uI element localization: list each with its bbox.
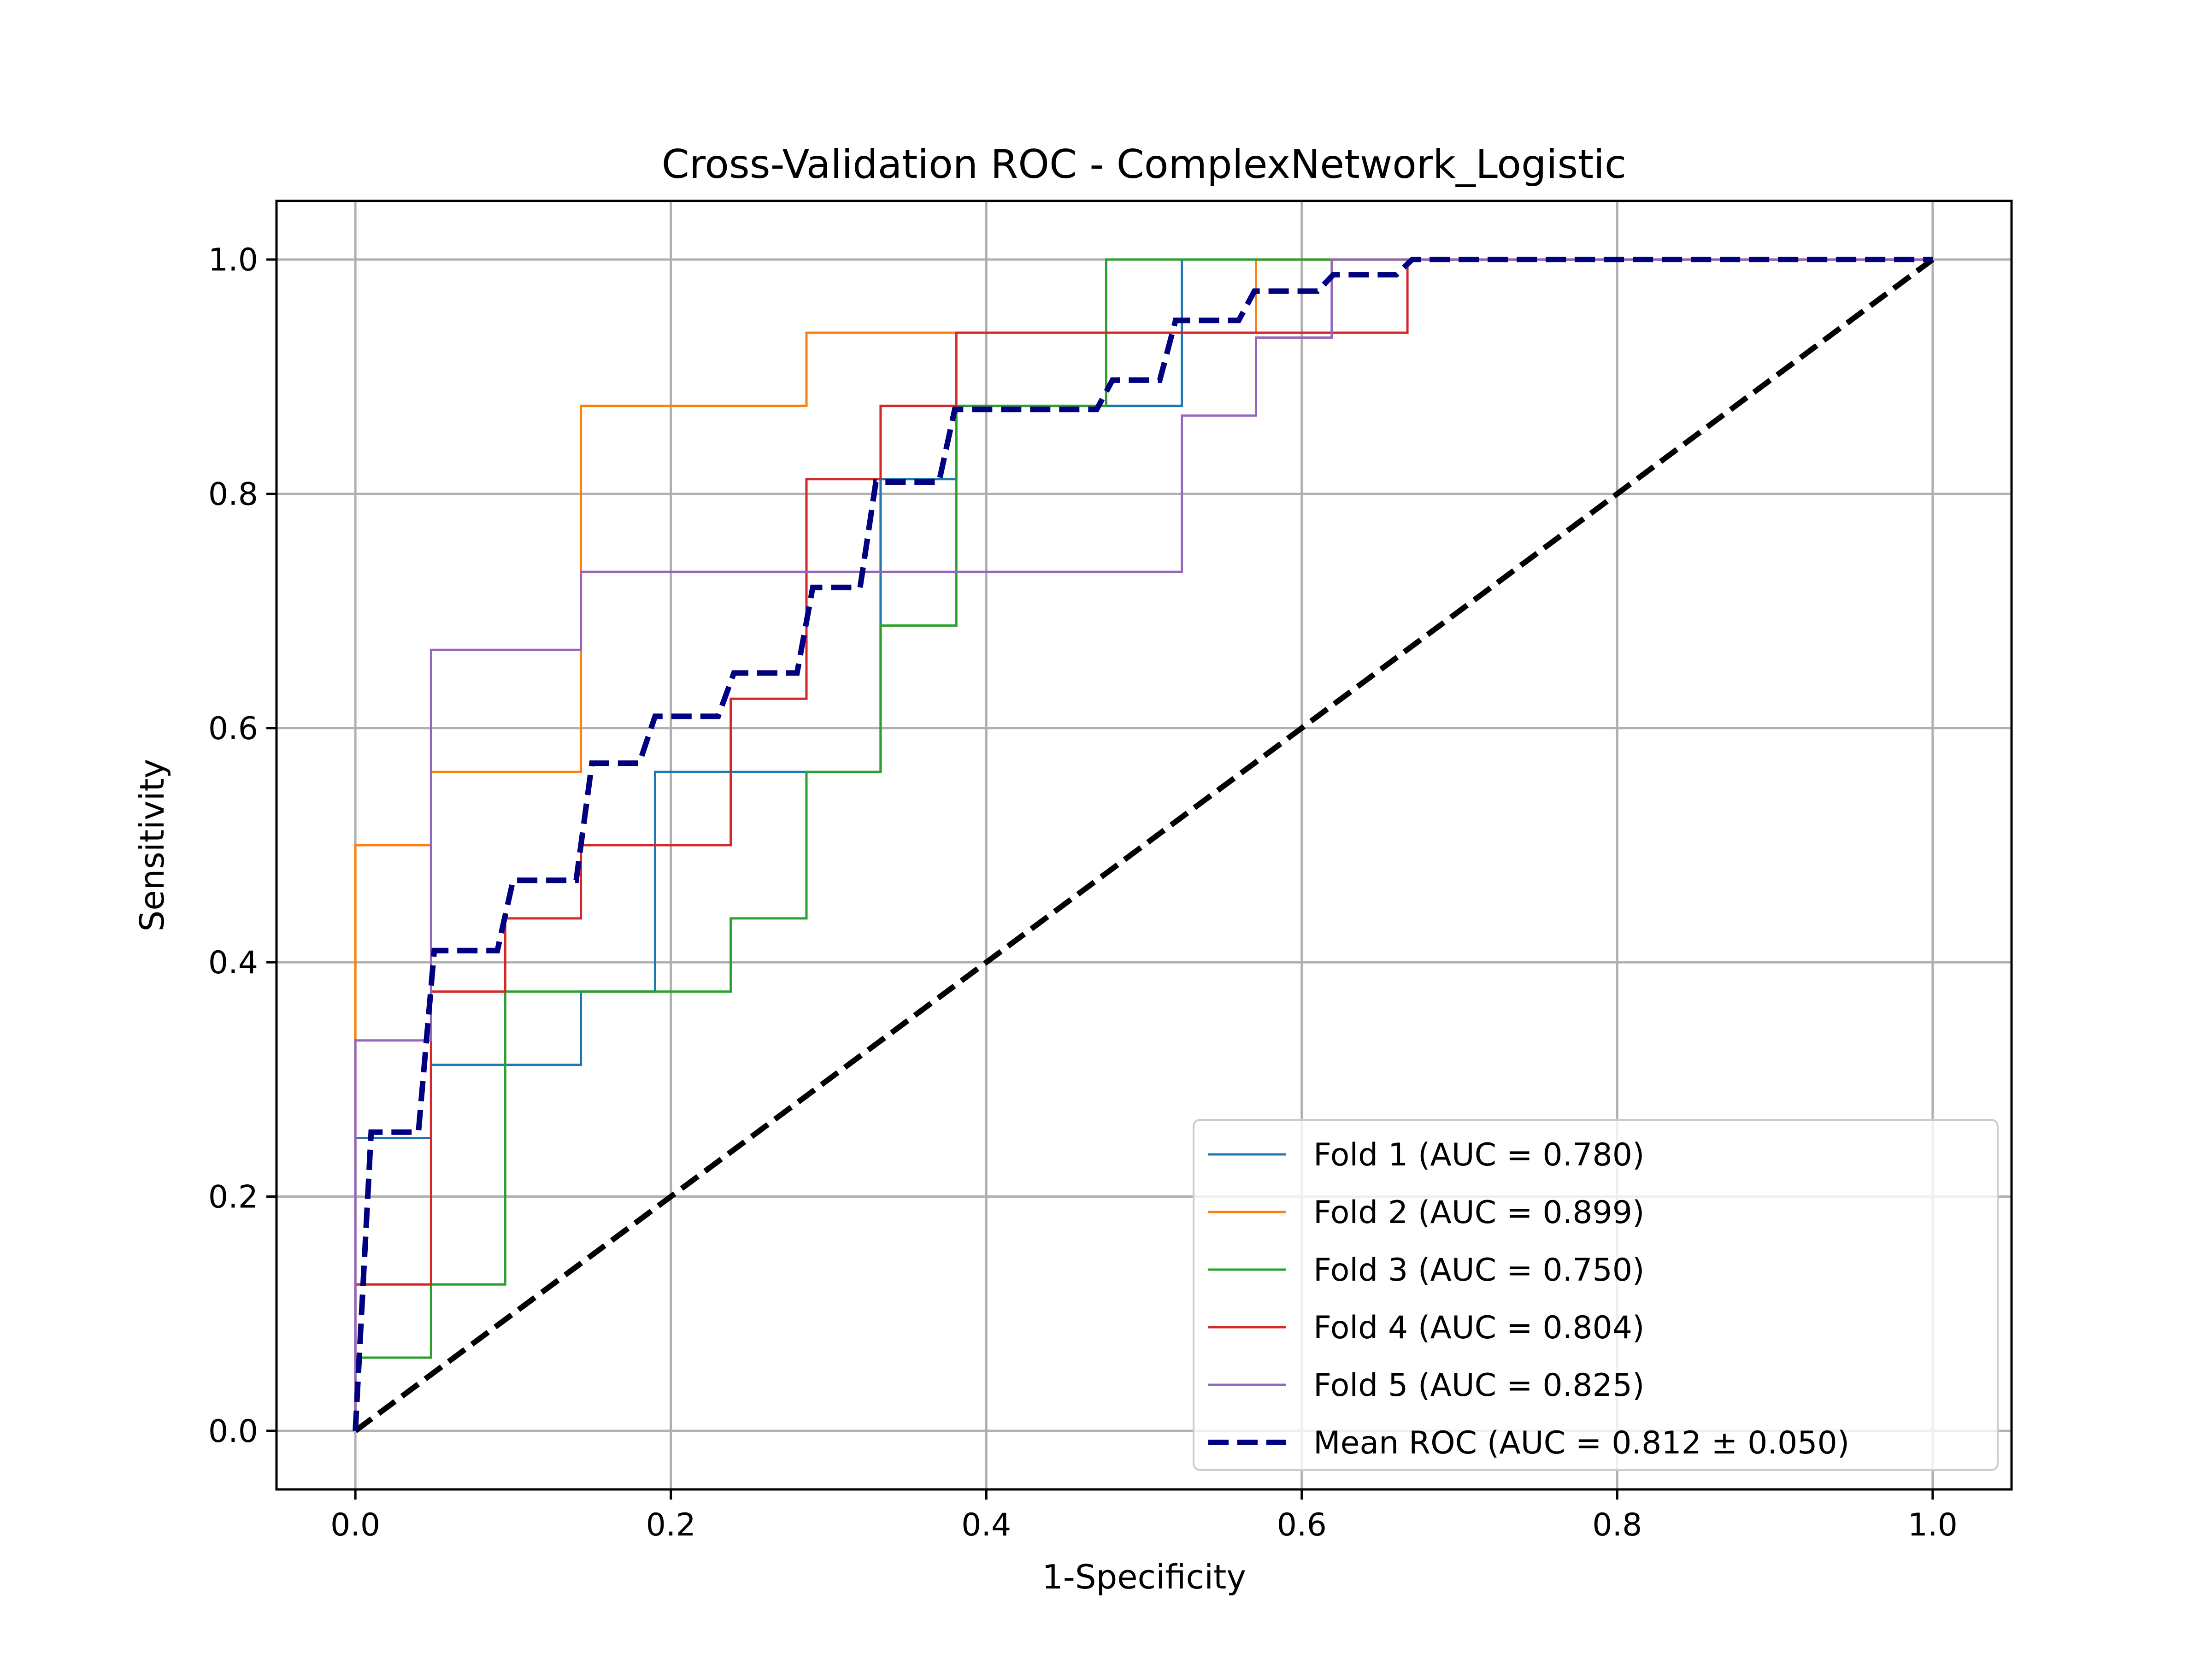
chance-line — [353, 257, 1935, 1433]
fold-5-roc-line — [354, 258, 1933, 1431]
ticks: 0.0 0.2 0.4 0.6 0.8 1.0 0.0 0.2 0.4 0.6 0.8 1.0 — [208, 242, 1958, 1543]
legend-label: Fold 2 (AUC = 0.899) — [1313, 1194, 1645, 1231]
x-tick-label: 0.6 — [1277, 1507, 1327, 1543]
legend-label: Fold 5 (AUC = 0.825) — [1313, 1367, 1645, 1404]
x-tick-label: 0.0 — [330, 1507, 380, 1543]
legend-label: Fold 4 (AUC = 0.804) — [1313, 1310, 1645, 1346]
fold-3-roc-line — [354, 258, 1933, 1431]
x-axis-label: 1-Specificity — [1042, 1558, 1246, 1596]
y-tick-label: 0.0 — [208, 1413, 258, 1450]
legend-label: Mean ROC (AUC = 0.812 ± 0.050) — [1313, 1425, 1849, 1461]
axes-frame — [275, 200, 2013, 1491]
fold-2-roc-line — [354, 258, 1933, 1431]
mean-roc-line — [353, 257, 1933, 1431]
legend: Fold 1 (AUC = 0.780) Fold 2 (AUC = 0.899)… — [1193, 1119, 1999, 1471]
legend-label: Fold 3 (AUC = 0.750) — [1313, 1252, 1645, 1288]
legend-label: Fold 1 (AUC = 0.780) — [1313, 1137, 1645, 1173]
y-axis-label: Sensitivity — [133, 759, 171, 932]
x-tick-label: 0.8 — [1592, 1507, 1642, 1543]
y-tick-label: 0.6 — [208, 711, 258, 747]
y-tick-label: 0.2 — [208, 1179, 258, 1216]
x-tick-label: 0.4 — [961, 1507, 1011, 1543]
chart-title: Cross-Validation ROC - ComplexNetwork_Lo… — [662, 141, 1626, 188]
legend-box — [1193, 1119, 1999, 1471]
y-tick-label: 0.4 — [208, 945, 258, 981]
plot-series — [353, 257, 1935, 1433]
x-tick-label: 0.2 — [646, 1507, 696, 1543]
y-tick-label: 1.0 — [208, 242, 258, 278]
y-tick-label: 0.8 — [208, 476, 258, 512]
x-tick-label: 1.0 — [1908, 1507, 1958, 1543]
